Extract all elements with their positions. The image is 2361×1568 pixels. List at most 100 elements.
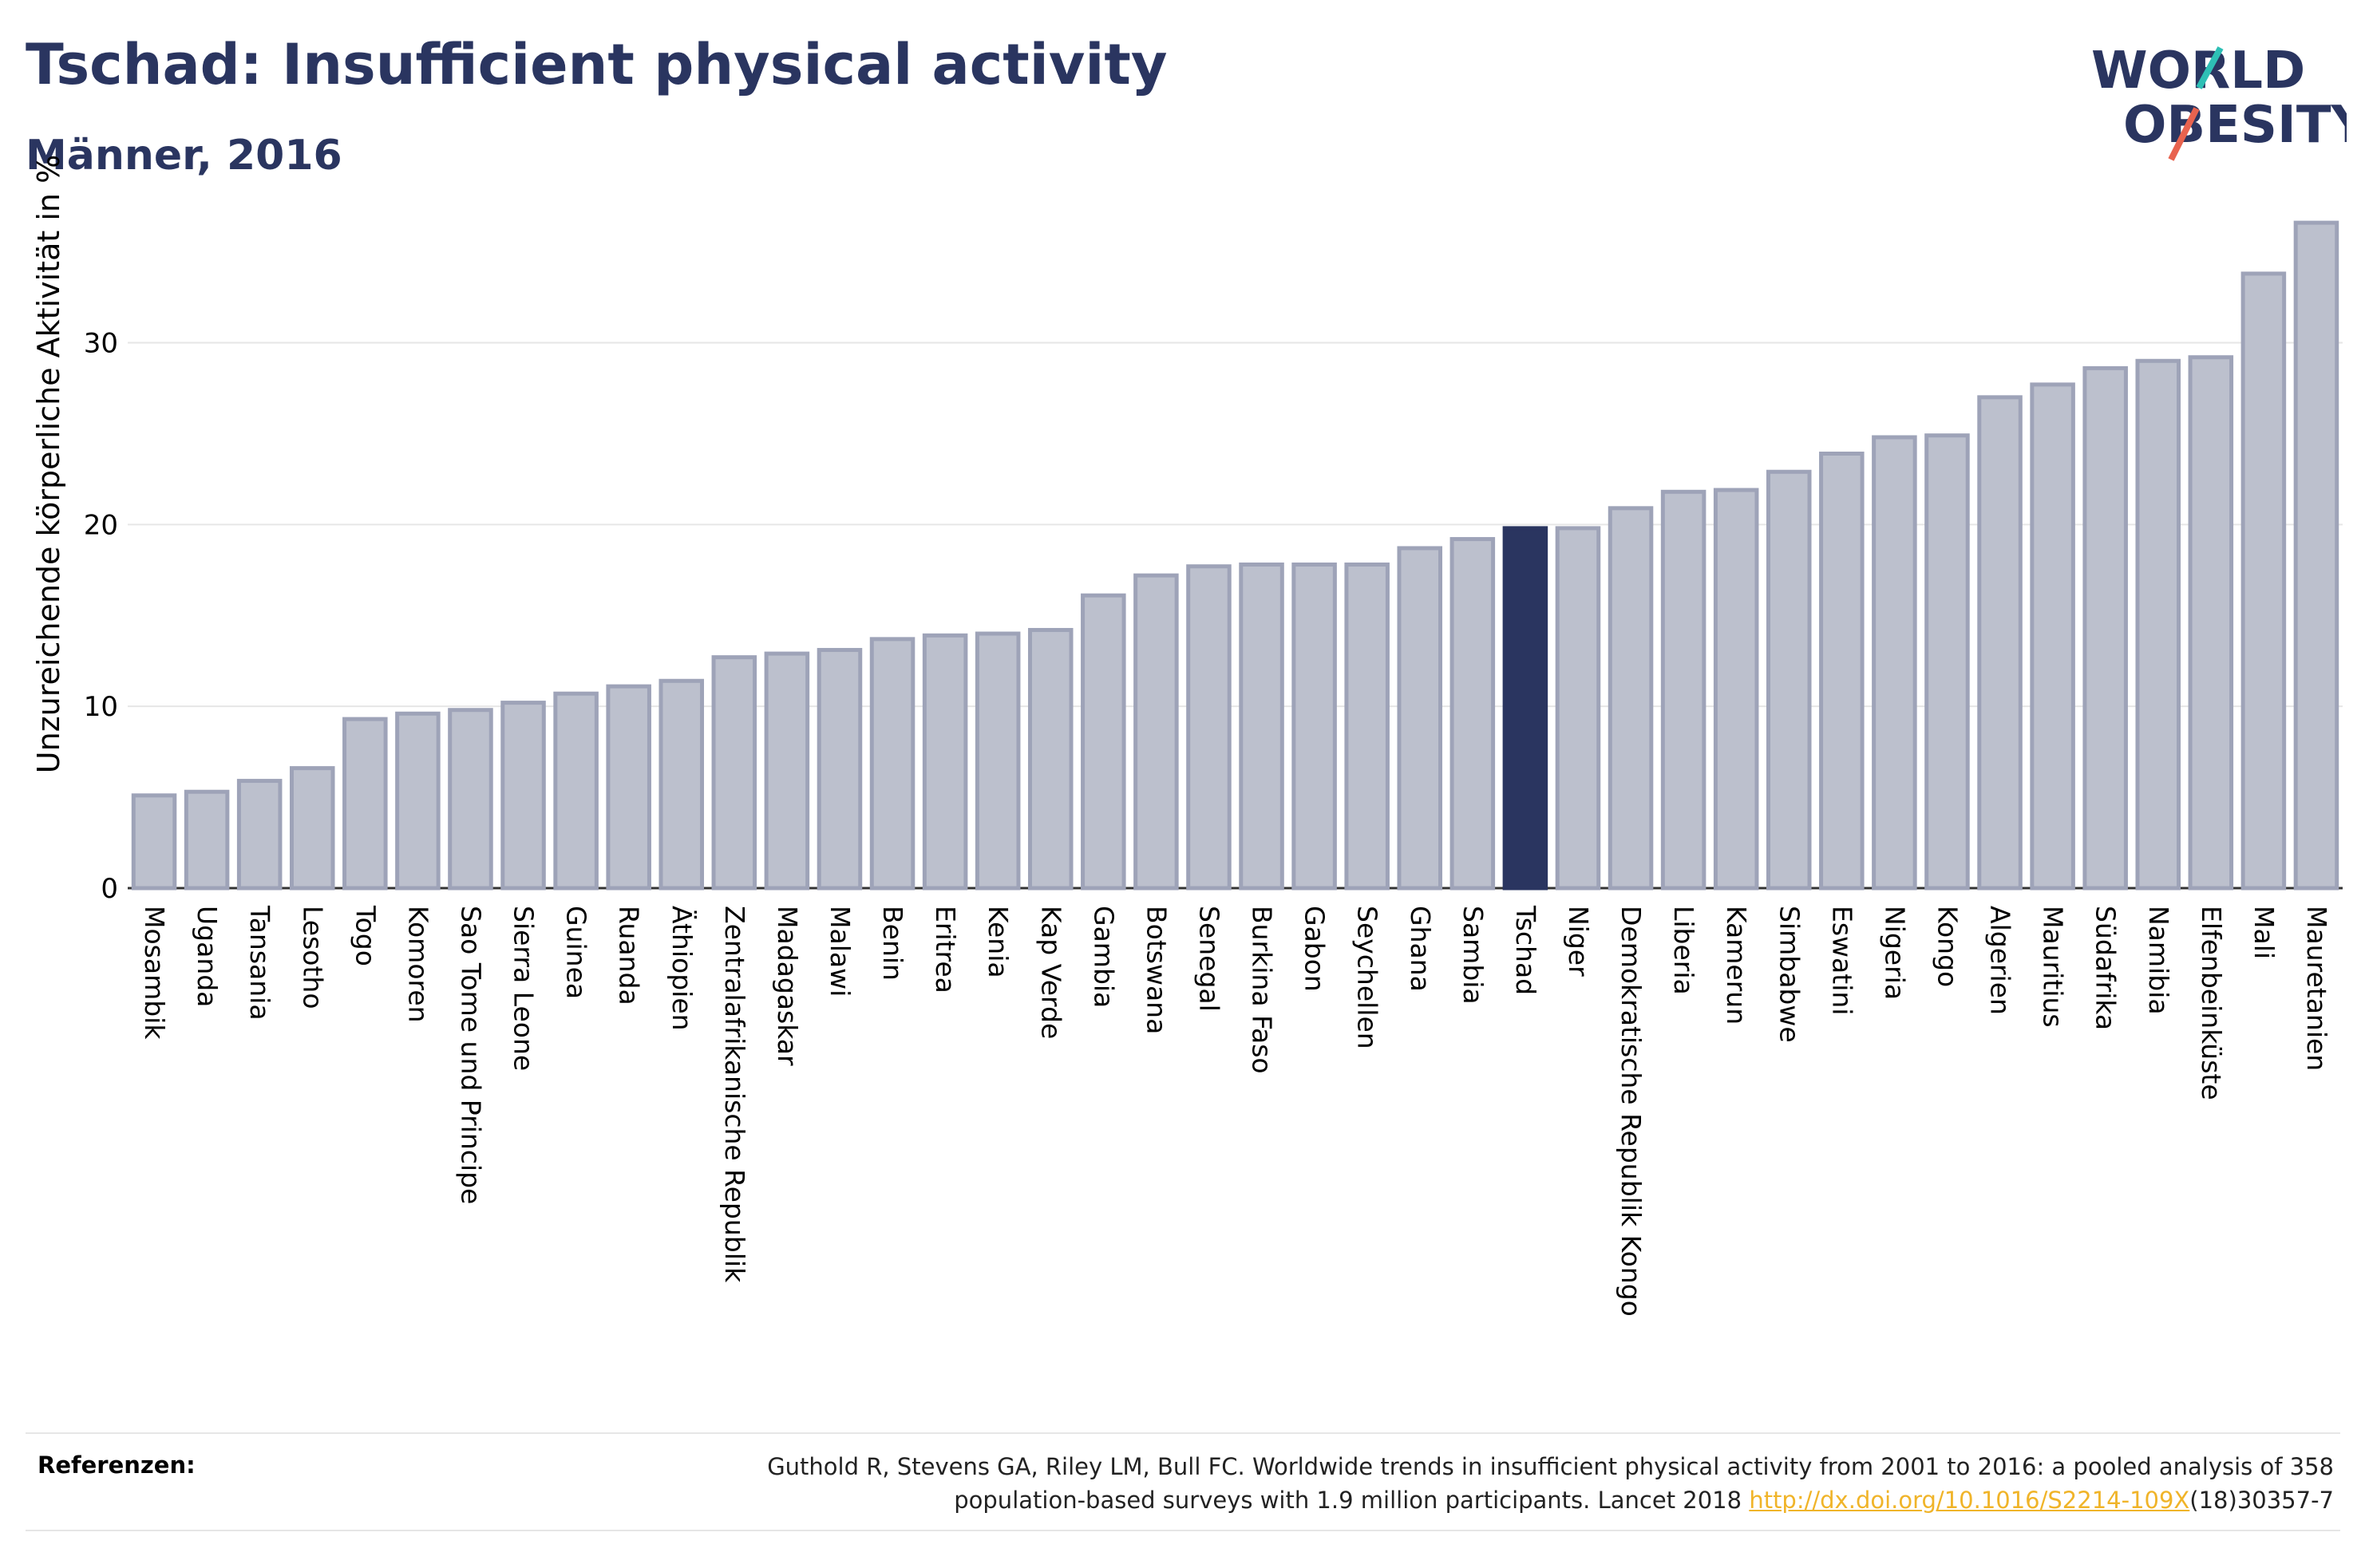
bar	[500, 701, 546, 891]
logo-slash-coral	[2168, 107, 2200, 161]
chart-subtitle: Männer, 2016	[26, 132, 342, 180]
x-category-label: Uganda	[192, 906, 223, 1007]
bar	[1608, 506, 1654, 891]
bar	[1397, 546, 1443, 891]
bar	[1291, 562, 1337, 891]
x-category-label: Eswatini	[1826, 906, 1857, 1015]
bar	[2135, 358, 2181, 891]
x-category-label: Kamerun	[1721, 906, 1752, 1025]
logo-line2: OBESITY	[2123, 96, 2347, 155]
x-category-label: Lesotho	[297, 906, 328, 1009]
bar	[1081, 593, 1126, 891]
x-category-label: Niger	[1563, 906, 1594, 977]
reference-doi-link[interactable]: http://dx.doi.org/10.1016/S2214-109X	[1749, 1487, 2190, 1514]
bar	[817, 648, 863, 891]
x-category-label: Tschad	[1510, 905, 1541, 995]
x-category-label: Gabon	[1299, 906, 1331, 992]
reference-line1: Guthold R, Stevens GA, Riley LM, Bull FC…	[767, 1453, 2334, 1480]
x-category-label: Sierra Leone	[508, 906, 540, 1071]
bar	[658, 678, 705, 891]
x-category-label: Mauretanien	[2301, 906, 2332, 1071]
y-axis-title: Unzureichende körperliche Aktivität in %	[31, 155, 66, 773]
bar	[1239, 562, 1284, 891]
x-category-label: Kenia	[983, 906, 1014, 978]
x-category-label: Kap Verde	[1035, 906, 1066, 1039]
bar	[1449, 537, 1496, 891]
bar	[606, 684, 651, 891]
bar	[1133, 573, 1179, 891]
x-category-label: Äthiopien	[666, 906, 698, 1031]
x-category-label: Sao Tome und Principe	[455, 906, 486, 1204]
x-category-label: Nigeria	[1879, 906, 1910, 1000]
world-obesity-logo: WORLD OBESITY	[2091, 41, 2347, 161]
bar	[1977, 395, 2023, 891]
bar	[975, 631, 1021, 891]
bar	[1713, 488, 1759, 891]
x-category-label: Südafrika	[2090, 906, 2122, 1030]
bar	[395, 711, 441, 891]
x-category-label: Tansania	[244, 905, 275, 1021]
bar	[2082, 365, 2128, 891]
references-text: Guthold R, Stevens GA, Riley LM, Bull FC…	[498, 1450, 2334, 1517]
x-category-label: Kongo	[1932, 906, 1963, 987]
bar	[2293, 220, 2339, 891]
x-category-label: Liberia	[1668, 906, 1699, 995]
bar	[448, 708, 493, 891]
bar	[1344, 562, 1390, 891]
x-category-label: Madagaskar	[772, 906, 803, 1066]
bar	[711, 655, 757, 891]
y-tick-label: 30	[84, 327, 118, 359]
x-category-label: Komoren	[402, 906, 433, 1023]
bar	[869, 637, 916, 891]
bar	[1766, 469, 1812, 891]
chart-title: Tschad: Insufficient physical activity	[26, 32, 1168, 97]
bar	[1872, 435, 1917, 891]
bar-highlight	[1502, 526, 1548, 891]
bar	[1027, 627, 1074, 891]
x-category-label: Sambia	[1457, 906, 1489, 1005]
bar	[2030, 382, 2075, 891]
bar	[922, 633, 968, 891]
logo-line1: WORLD	[2091, 41, 2305, 101]
x-category-label: Zentralafrikanische Republik	[719, 906, 750, 1283]
y-tick-label: 20	[84, 509, 118, 541]
logo-slash-teal	[2196, 46, 2224, 89]
x-category-label: Malawi	[825, 906, 856, 997]
reference-line2: population-based surveys with 1.9 millio…	[954, 1487, 1742, 1514]
x-category-label: Botswana	[1141, 906, 1172, 1034]
bar	[2188, 355, 2234, 891]
x-category-label: Elfenbeinküste	[2196, 906, 2227, 1100]
x-category-label: Eritrea	[930, 906, 961, 993]
bar	[1555, 526, 1601, 891]
y-tick-label: 0	[101, 873, 118, 905]
bar	[553, 691, 599, 891]
bar	[1186, 564, 1232, 891]
references-heading: Referenzen:	[38, 1451, 196, 1479]
x-category-label: Mali	[2248, 906, 2280, 959]
x-category-label: Seychellen	[1352, 906, 1383, 1049]
x-category-label: Burkina Faso	[1247, 906, 1278, 1074]
bar	[342, 717, 388, 891]
x-category-label: Senegal	[1193, 906, 1224, 1012]
bar-chart: 0 10 20 30 Unzureichende körperliche Aktivit…	[31, 155, 2343, 1317]
x-category-label: Guinea	[561, 906, 592, 999]
x-category-label: Algerien	[1985, 906, 2016, 1015]
x-category-label: Ruanda	[614, 906, 645, 1005]
x-category-label: Benin	[877, 906, 908, 981]
references-box: Referenzen: Guthold R, Stevens GA, Riley…	[26, 1432, 2340, 1531]
bar	[2240, 271, 2287, 891]
x-category-label: Demokratische Republik Kongo	[1616, 906, 1647, 1317]
x-category-label: Ghana	[1405, 906, 1436, 992]
x-category-label: Gambia	[1088, 906, 1119, 1008]
bar	[764, 651, 810, 891]
bar	[236, 779, 283, 891]
bar	[131, 793, 177, 891]
x-category-label: Namibia	[2143, 906, 2174, 1015]
reference-suffix: (18)30357-7	[2189, 1487, 2334, 1514]
bar	[1660, 489, 1706, 891]
x-category-label: Mauritius	[2038, 906, 2069, 1028]
bar	[289, 766, 335, 891]
bar	[1819, 451, 1865, 891]
x-category-label: Simbabwe	[1774, 906, 1805, 1043]
bar	[184, 789, 230, 891]
